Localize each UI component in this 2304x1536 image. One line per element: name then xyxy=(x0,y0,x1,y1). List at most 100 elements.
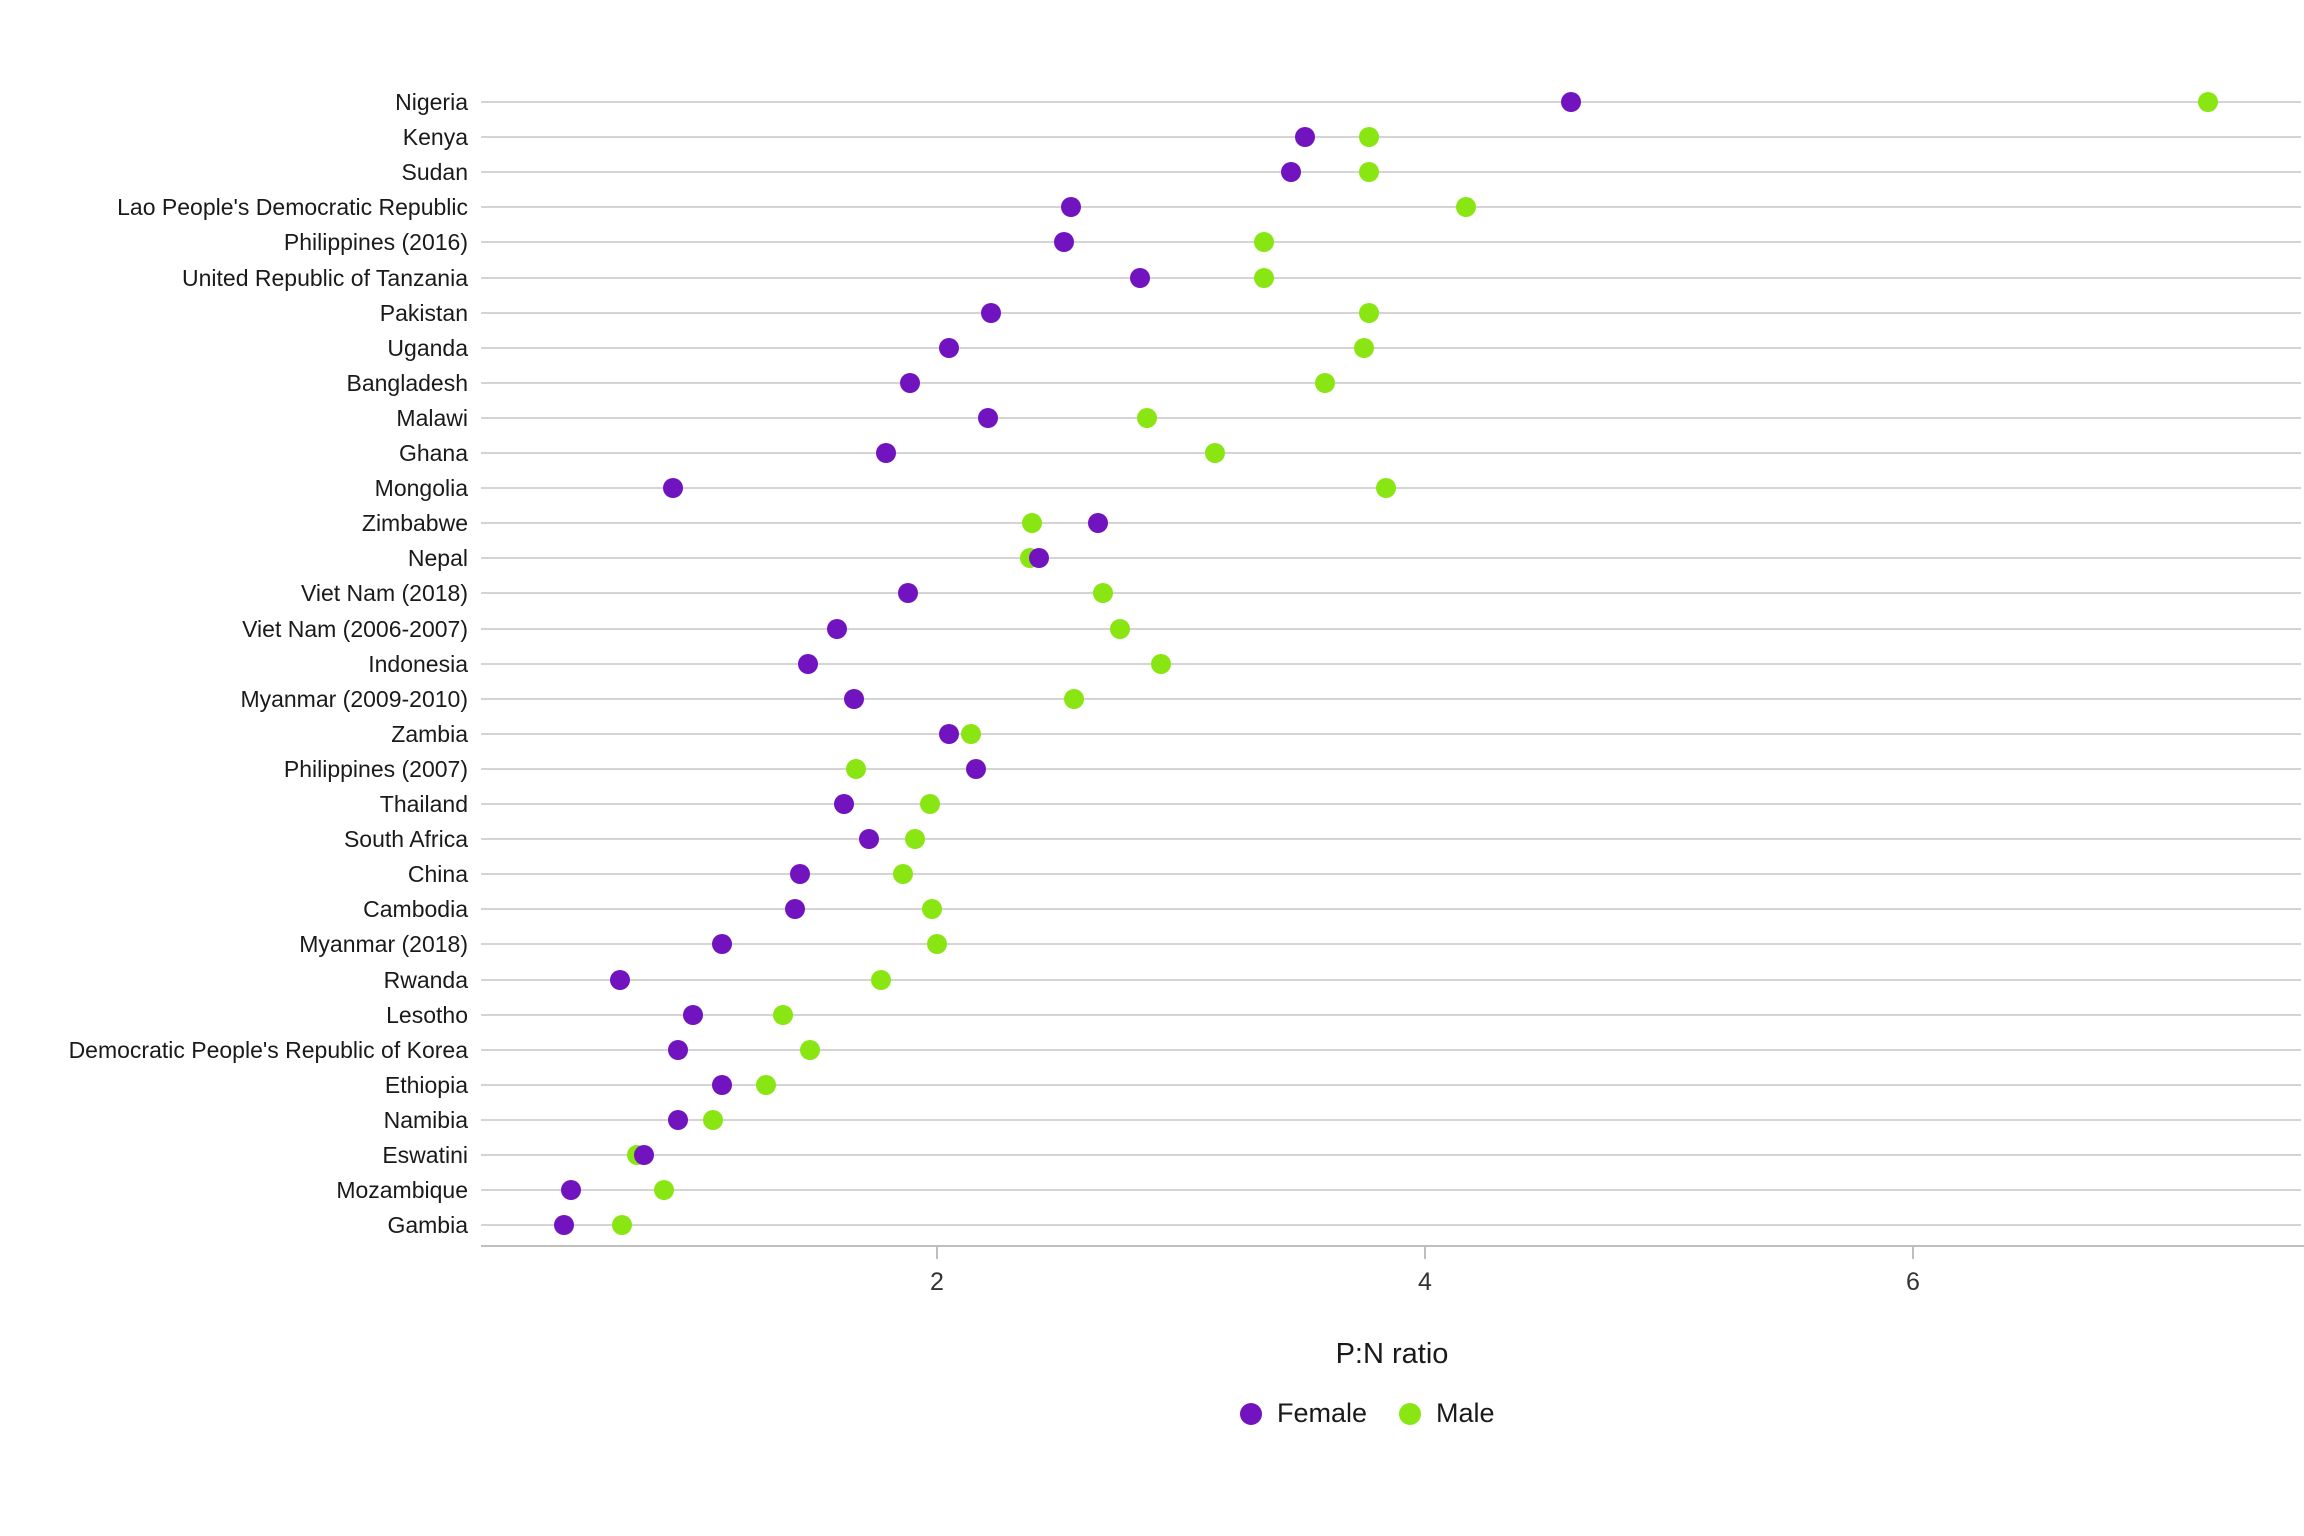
category-label: South Africa xyxy=(343,826,468,853)
category-label: Zambia xyxy=(391,720,468,747)
dot-male xyxy=(1358,302,1379,323)
gridline xyxy=(481,241,2301,244)
dot-male xyxy=(800,1039,821,1060)
dot-female xyxy=(797,653,818,674)
gridline xyxy=(481,206,2301,209)
gridline xyxy=(481,452,2301,454)
dot-male xyxy=(961,723,982,744)
category-label: Myanmar (2018) xyxy=(299,931,468,958)
gridline xyxy=(481,697,2301,700)
category-label: Kenya xyxy=(402,124,468,151)
dot-male xyxy=(773,1004,794,1025)
dot-female xyxy=(980,302,1001,323)
dot-male xyxy=(653,1180,674,1201)
dot-female xyxy=(1053,232,1074,253)
category-label: Nepal xyxy=(407,545,468,572)
category-label: Philippines (2007) xyxy=(283,755,468,782)
category-label: Democratic People's Republic of Korea xyxy=(68,1036,468,1063)
gridline xyxy=(481,1118,2301,1121)
gridline xyxy=(481,557,2301,560)
dot-male xyxy=(927,934,947,955)
dot-male xyxy=(2198,92,2219,112)
x-axis-tick-label: 4 xyxy=(1418,1268,1432,1296)
category-label: Myanmar (2009-2010) xyxy=(240,685,468,712)
x-axis-title: P:N ratio xyxy=(1335,1338,1449,1370)
dot-male xyxy=(1358,127,1379,148)
legend-item-male: Male xyxy=(1399,1398,1495,1429)
dot-male xyxy=(1092,583,1113,604)
gridline xyxy=(481,136,2301,139)
dot-male xyxy=(870,969,891,990)
dot-female xyxy=(834,794,855,814)
dot-male xyxy=(1358,162,1379,183)
gridline xyxy=(481,592,2301,595)
gridline xyxy=(481,1154,2301,1156)
x-axis-tick xyxy=(1912,1247,1914,1259)
dot-female xyxy=(900,372,921,393)
dot-female xyxy=(712,934,733,955)
category-label: Lao People's Democratic Republic xyxy=(117,194,468,221)
dot-female xyxy=(668,1109,689,1130)
x-axis-line xyxy=(481,1245,2304,1247)
dot-female xyxy=(1295,127,1316,148)
dot-male xyxy=(892,864,913,885)
dot-male xyxy=(1354,337,1374,358)
gridline xyxy=(481,1048,2301,1051)
category-label: Viet Nam (2018) xyxy=(300,580,468,607)
category-label: Malawi xyxy=(396,404,468,431)
dot-female xyxy=(966,758,987,779)
legend-swatch-female-icon xyxy=(1240,1402,1262,1425)
dot-female xyxy=(1061,197,1082,218)
category-label: Pakistan xyxy=(379,299,468,326)
dot-male xyxy=(1110,618,1130,639)
dot-female xyxy=(561,1180,581,1201)
category-label: Philippines (2016) xyxy=(283,229,468,256)
x-axis-tick xyxy=(1424,1247,1426,1259)
dot-male xyxy=(756,1074,777,1095)
category-label: Uganda xyxy=(387,334,468,361)
category-label: Thailand xyxy=(379,791,468,817)
dot-male xyxy=(612,1215,633,1236)
category-label: Eswatini xyxy=(382,1142,468,1168)
category-label: Lesotho xyxy=(386,1001,468,1028)
category-label: Viet Nam (2006-2007) xyxy=(242,615,468,642)
gridline xyxy=(481,416,2301,419)
gridline xyxy=(481,276,2301,279)
gridline xyxy=(481,171,2301,174)
dot-female xyxy=(634,1145,655,1165)
x-axis-tick-label: 2 xyxy=(930,1268,944,1296)
category-label: Rwanda xyxy=(383,966,468,993)
dot-female xyxy=(897,583,918,604)
dot-female xyxy=(785,899,806,920)
dot-male xyxy=(919,794,940,814)
x-axis-tick-label: 6 xyxy=(1906,1268,1920,1296)
dot-female xyxy=(875,443,896,463)
legend-label-female: Female xyxy=(1277,1398,1368,1428)
legend-item-female: Female xyxy=(1240,1398,1367,1429)
gridline xyxy=(481,873,2301,876)
legend: Female Male xyxy=(1240,1398,1495,1429)
dot-male xyxy=(1151,653,1172,674)
gridline xyxy=(481,838,2301,841)
dot-male xyxy=(1022,513,1043,534)
dot-male xyxy=(1253,232,1274,253)
gridline xyxy=(481,978,2301,981)
category-label: Mozambique xyxy=(336,1177,468,1204)
dot-female xyxy=(790,864,811,885)
dot-female xyxy=(1088,513,1109,534)
category-label: Cambodia xyxy=(363,896,468,923)
gridline xyxy=(481,522,2301,525)
dot-female xyxy=(712,1074,733,1095)
gridline xyxy=(481,627,2301,630)
gridline xyxy=(481,803,2301,805)
dot-female xyxy=(683,1004,703,1025)
dot-male xyxy=(1314,372,1335,393)
gridline xyxy=(481,101,2301,103)
dot-female xyxy=(939,723,960,744)
gridline xyxy=(481,1224,2301,1227)
dot-female xyxy=(1280,162,1301,183)
gridline xyxy=(481,767,2301,770)
dot-female xyxy=(1129,267,1150,288)
x-axis-tick xyxy=(936,1247,938,1259)
dot-female xyxy=(663,478,684,499)
